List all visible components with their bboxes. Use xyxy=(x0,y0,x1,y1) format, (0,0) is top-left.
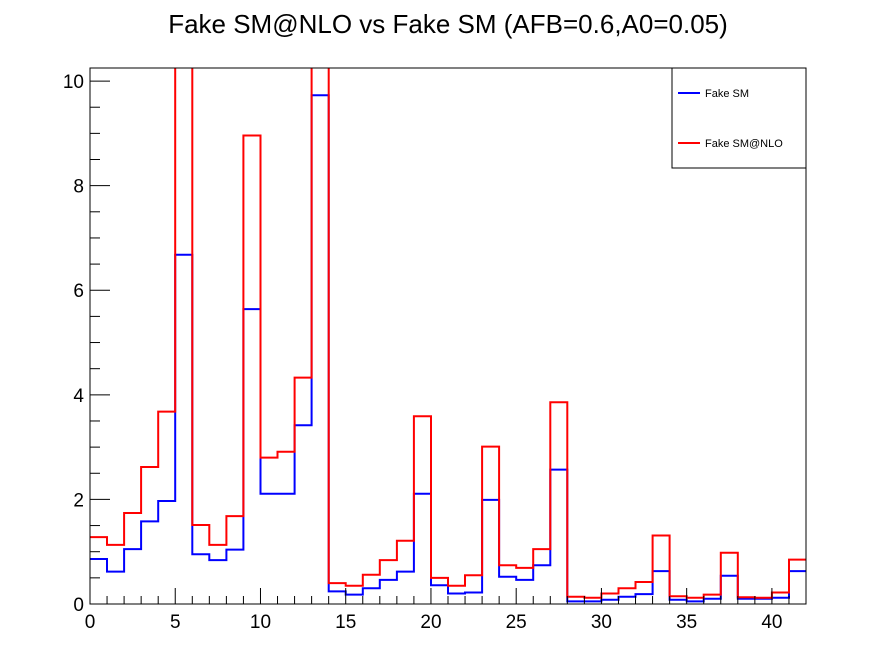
x-tick-label: 20 xyxy=(420,612,441,633)
y-tick-label: 8 xyxy=(73,177,84,198)
y-tick-label: 4 xyxy=(73,386,84,407)
y-tick-label: 2 xyxy=(73,490,84,511)
x-tick-label: 30 xyxy=(591,612,612,633)
x-tick-label: 35 xyxy=(676,612,697,633)
legend: Fake SM Fake SM@NLO xyxy=(671,67,807,169)
y-tick-label: 0 xyxy=(73,595,84,616)
x-tick-label: 10 xyxy=(250,612,271,633)
x-tick-label: 5 xyxy=(170,612,181,633)
legend-label-2: Fake SM@NLO xyxy=(705,138,783,150)
x-tick-label: 25 xyxy=(506,612,527,633)
y-tick-label: 10 xyxy=(63,72,84,93)
legend-label-1: Fake SM xyxy=(705,88,749,100)
chart-title: Fake SM@NLO vs Fake SM (AFB=0.6,A0=0.05) xyxy=(168,9,728,39)
x-tick-label: 0 xyxy=(85,612,96,633)
x-tick-label: 40 xyxy=(761,612,782,633)
x-tick-label: 15 xyxy=(335,612,356,633)
y-tick-label: 6 xyxy=(73,281,84,302)
axes: 0 2 4 6 8 10 0 5 10 15 20 25 30 35 40 xyxy=(63,67,807,633)
legend-box xyxy=(671,67,807,169)
